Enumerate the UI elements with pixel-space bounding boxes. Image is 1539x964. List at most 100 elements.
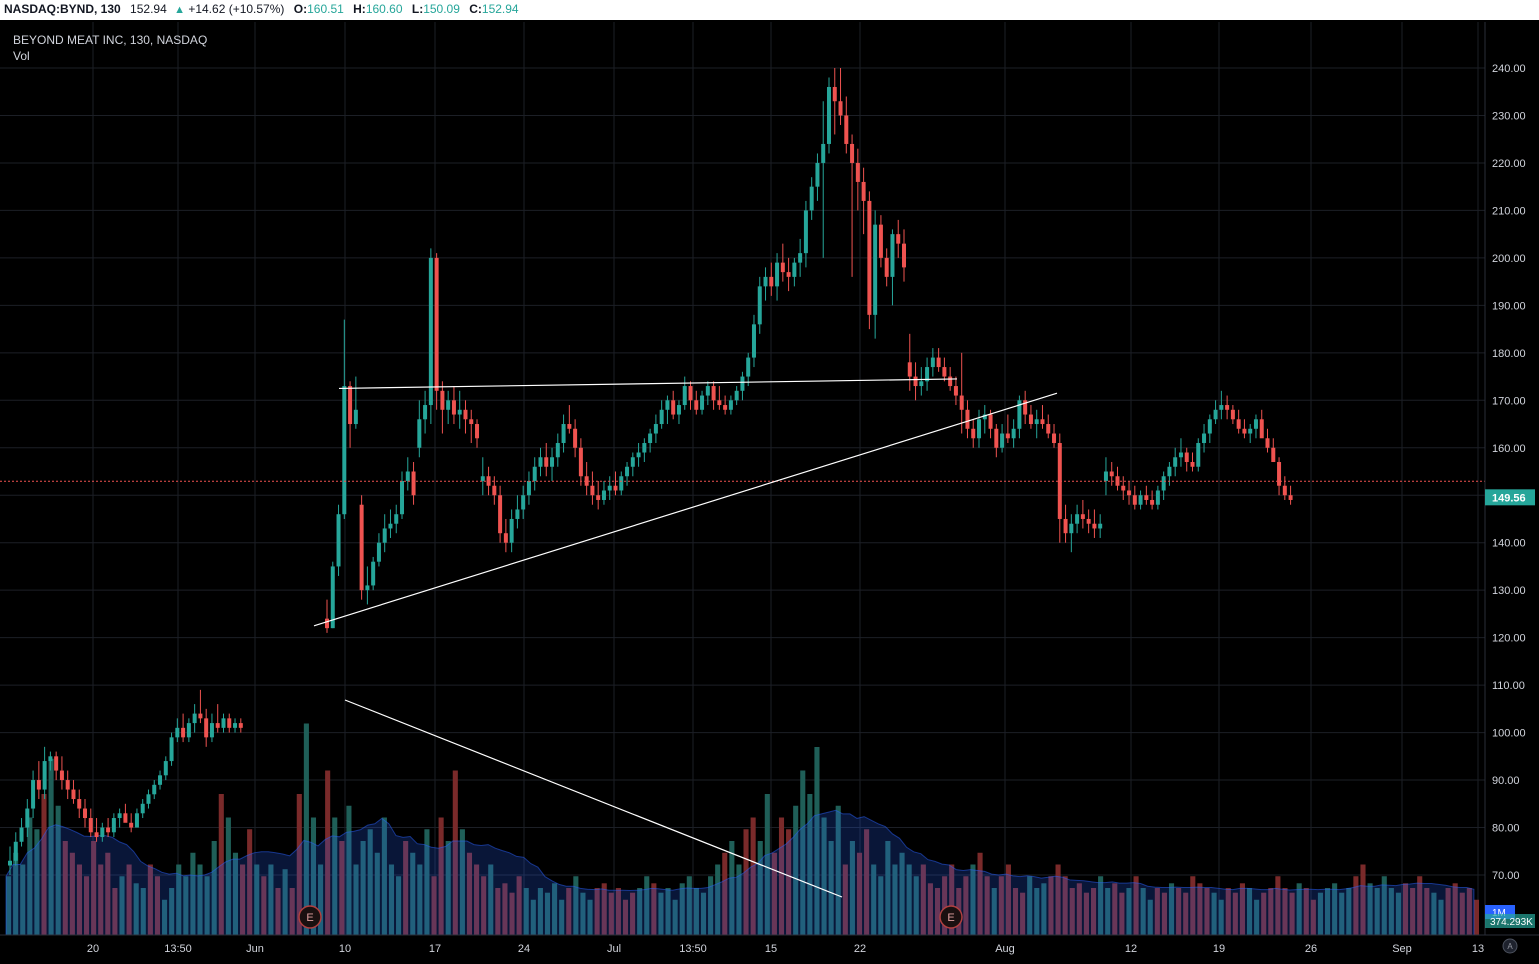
volume-bar	[374, 852, 380, 935]
candle-body	[930, 357, 935, 368]
trendline-drawings[interactable]	[313, 378, 1058, 898]
volume-bar	[949, 864, 955, 935]
candle-body	[227, 718, 232, 728]
volume-bar	[1225, 888, 1231, 935]
volume-bar	[466, 852, 473, 935]
volume-bar	[729, 841, 735, 935]
candle-up	[365, 566, 370, 605]
volume-bar	[743, 829, 749, 935]
candle-up	[330, 561, 335, 629]
candle-down	[878, 215, 883, 268]
volume-bar	[899, 852, 905, 935]
candle-up	[601, 480, 606, 505]
candle-body	[803, 210, 808, 254]
volume-bar	[977, 852, 983, 935]
candle-body	[1213, 409, 1218, 420]
time-axis[interactable]: 20 13:50 Jun 10 17 24 Jul 13:50 15 22 Aug 12 19 26 Sep…	[87, 943, 1484, 955]
volume-bar	[615, 888, 621, 935]
candle-body	[463, 409, 468, 420]
candle-body	[348, 386, 353, 425]
candle-body	[625, 466, 630, 477]
candle-body	[1184, 452, 1189, 463]
volume-bar	[1275, 876, 1281, 935]
candle-body	[665, 400, 670, 410]
candle-up	[515, 495, 520, 529]
candle-body	[1236, 419, 1241, 429]
price-tick-label: 90.00	[1492, 775, 1520, 787]
candle-body	[129, 822, 134, 828]
candle-body	[1046, 424, 1051, 434]
candle-down	[1150, 490, 1155, 510]
volume-bar	[247, 829, 253, 935]
volume-bar	[1424, 888, 1430, 935]
candle-up	[982, 405, 987, 434]
candle-up	[550, 447, 555, 481]
candle-body	[1103, 471, 1108, 481]
candle-down	[106, 818, 111, 838]
volume-bar	[1168, 883, 1175, 935]
volume-value-badge-box	[1485, 914, 1535, 928]
volume-scale-label: 1M	[1492, 908, 1506, 919]
candle-down	[503, 518, 508, 553]
volume-bar	[410, 852, 416, 935]
candle-up	[1034, 409, 1039, 439]
volume-bar	[254, 864, 260, 935]
current-price-badge[interactable]: 149.56	[1485, 489, 1535, 506]
candle-body	[492, 485, 497, 496]
candle-up	[480, 457, 485, 496]
volume-bar	[303, 723, 309, 935]
volume-bar	[1197, 883, 1203, 935]
candle-body	[169, 737, 174, 762]
candle-body	[451, 400, 456, 415]
candle-body	[1121, 485, 1126, 491]
price-tick-label: 140.00	[1492, 538, 1526, 550]
candle-up	[1207, 414, 1212, 444]
candle-body	[42, 761, 47, 790]
volume-value-label: 374.293K	[1490, 917, 1533, 928]
candle-down	[1144, 485, 1149, 505]
candle-body	[907, 362, 912, 377]
candle-down	[1277, 457, 1282, 496]
price-tick-label: 160.00	[1492, 443, 1526, 455]
candle-up	[1098, 514, 1103, 538]
candle-body	[1196, 443, 1201, 467]
candle-down	[1063, 504, 1068, 543]
symbol-label[interactable]: NASDAQ:BYND, 130	[4, 2, 121, 16]
candle-down	[902, 229, 906, 282]
time-tick-label: Sep	[1392, 943, 1412, 955]
candle-up	[371, 556, 376, 591]
candle-body	[567, 424, 572, 429]
volume-bar	[736, 864, 742, 935]
candle-up	[653, 414, 658, 444]
earnings-marker-circle	[298, 905, 322, 929]
volume-bar	[544, 892, 551, 935]
candle-up	[1000, 424, 1005, 453]
candle-down	[215, 704, 220, 733]
volume-bar	[1346, 888, 1352, 935]
resistance-trendline	[338, 378, 958, 390]
volume-bar	[1452, 883, 1458, 935]
candle-down	[1086, 509, 1091, 534]
candle-up	[1219, 390, 1224, 420]
candle-up	[405, 457, 410, 491]
time-tick-label: Jun	[246, 943, 264, 955]
volume-bar	[126, 864, 132, 935]
volume-bar	[1282, 888, 1288, 935]
candle-body	[371, 561, 376, 586]
candle-body	[821, 143, 826, 163]
candle-down	[942, 357, 947, 382]
candle-body	[1271, 447, 1276, 463]
candle-down	[584, 462, 589, 496]
volume-bar	[849, 841, 855, 935]
volume-bar	[913, 876, 919, 935]
candle-up	[1138, 490, 1143, 510]
volume-bar	[438, 817, 444, 935]
earnings-marker[interactable]: E	[939, 905, 963, 929]
earnings-marker[interactable]: E	[298, 905, 322, 929]
price-axis[interactable]: 240.00 230.00 220.00 210.00 200.00 190.00 180.…	[1485, 63, 1535, 928]
auto-scale-button[interactable]: A	[1502, 938, 1518, 954]
candle-body	[532, 466, 537, 481]
